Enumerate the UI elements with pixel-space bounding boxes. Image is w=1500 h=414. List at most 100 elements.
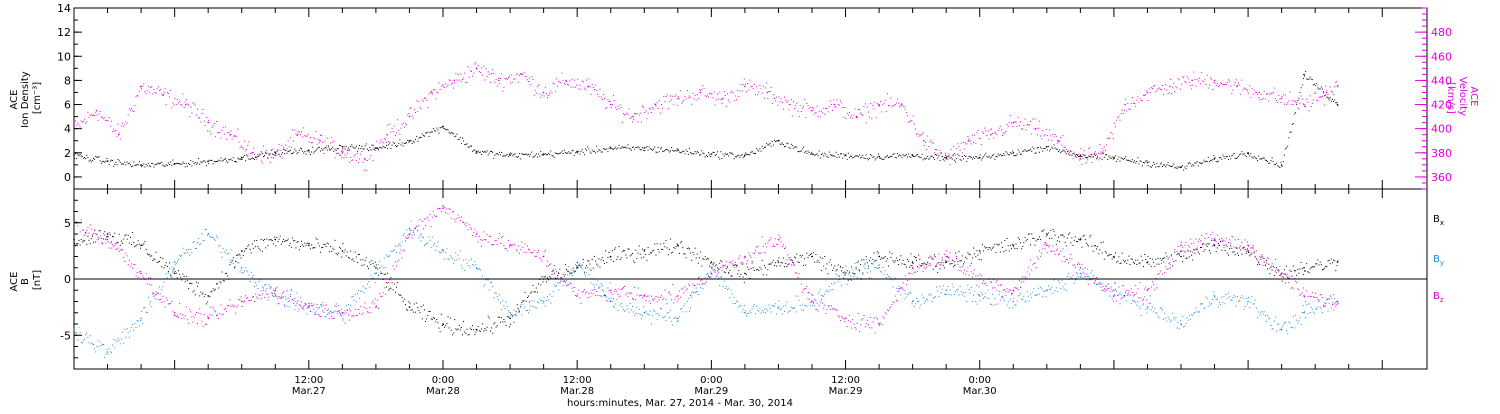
by-dot: [1213, 291, 1215, 293]
by-dot: [758, 310, 760, 312]
by-dot: [651, 323, 652, 325]
bx-dot: [746, 274, 747, 276]
by-dot: [985, 292, 987, 294]
by-dot: [218, 245, 220, 247]
by-dot: [852, 269, 854, 271]
bx-dot: [212, 288, 214, 290]
by-dot: [155, 291, 157, 293]
by-dot: [854, 263, 856, 264]
by-dot: [90, 342, 92, 344]
by-dot: [579, 263, 581, 265]
ion-density-dot: [74, 158, 75, 159]
bx-dot: [799, 255, 801, 256]
velocity-dot: [777, 104, 779, 106]
velocity-dot: [939, 149, 941, 151]
velocity-dot: [610, 107, 612, 108]
by-dot: [500, 302, 501, 304]
by-dot: [275, 294, 277, 296]
bx-dot: [685, 257, 687, 259]
velocity-dot: [307, 133, 309, 135]
ion-density-dot: [1148, 161, 1150, 163]
velocity-dot: [334, 157, 336, 159]
bz-dot: [157, 292, 159, 294]
velocity-dot: [634, 112, 636, 114]
bz-dot: [95, 233, 97, 235]
ion-density-dot: [1047, 146, 1049, 148]
velocity-dot: [516, 73, 518, 75]
by-dot: [340, 314, 342, 316]
velocity-dot: [997, 129, 999, 131]
bx-dot: [1110, 254, 1112, 255]
by-dot: [1050, 288, 1052, 290]
by-dot: [983, 298, 985, 299]
bx-dot: [165, 262, 167, 264]
ion-density-dot: [1059, 149, 1061, 151]
by-dot: [324, 315, 326, 317]
velocity-dot: [1021, 128, 1023, 130]
ion-density-dot: [252, 158, 254, 160]
ion-density-dot: [422, 135, 424, 137]
bx-dot: [1292, 265, 1294, 267]
velocity-point: [95, 109, 98, 112]
velocity-dot: [179, 100, 181, 102]
velocity-dot: [174, 97, 176, 99]
velocity-dot: [288, 146, 290, 148]
by-dot: [807, 298, 809, 300]
bx-dot: [1252, 247, 1254, 249]
ion-density-dot: [1109, 156, 1111, 158]
by-dot: [553, 284, 555, 286]
velocity-dot: [1261, 99, 1263, 100]
velocity-dot: [477, 65, 479, 67]
bx-dot: [1030, 244, 1031, 246]
bx-dot: [1075, 241, 1077, 242]
by-dot: [843, 277, 845, 279]
velocity-dot: [655, 105, 657, 107]
velocity-point: [1213, 79, 1216, 82]
velocity-dot: [1205, 84, 1207, 85]
ion-density-dot: [635, 146, 637, 148]
by-dot: [1210, 304, 1212, 306]
bx-dot: [1127, 259, 1129, 261]
by-dot: [1005, 295, 1007, 297]
bx-dot: [479, 330, 481, 332]
bx-dot: [784, 266, 785, 268]
ion-density-dot: [806, 152, 808, 154]
bz-dot: [159, 299, 160, 301]
ion-density-dot: [194, 162, 196, 163]
by-dot: [450, 256, 452, 258]
ion-density-dot: [415, 138, 416, 140]
by-dot: [406, 229, 408, 231]
by-dot: [779, 308, 781, 310]
bx-dot: [722, 264, 724, 266]
ion-density-dot: [179, 163, 181, 165]
velocity-dot: [1201, 72, 1203, 74]
bx-dot: [956, 258, 958, 260]
velocity-dot: [354, 154, 356, 156]
velocity-dot: [1154, 85, 1156, 87]
ion-density-dot: [202, 160, 204, 162]
by-dot: [795, 295, 797, 297]
by-dot: [1135, 301, 1137, 303]
ion-density-dot: [662, 150, 664, 152]
by-dot: [901, 288, 903, 290]
bx-dot: [80, 238, 82, 240]
velocity-dot: [123, 126, 125, 128]
velocity-dot: [714, 104, 716, 106]
velocity-dot: [282, 157, 283, 159]
ion-density-dot: [85, 158, 87, 160]
velocity-dot: [864, 103, 866, 105]
ion-density-dot: [935, 154, 936, 155]
bx-dot: [860, 264, 862, 266]
ion-density-dot: [205, 165, 207, 167]
velocity-dot: [227, 132, 229, 134]
by-dot: [248, 274, 250, 276]
by-dot: [645, 310, 647, 312]
bx-dot: [302, 244, 304, 246]
ion-density-dot: [737, 155, 739, 157]
bx-dot: [383, 274, 385, 276]
bx-dot: [332, 247, 334, 249]
by-dot: [335, 306, 337, 308]
ion-density-dot: [1004, 154, 1006, 156]
by-dot: [246, 270, 248, 272]
by-dot: [514, 314, 516, 316]
